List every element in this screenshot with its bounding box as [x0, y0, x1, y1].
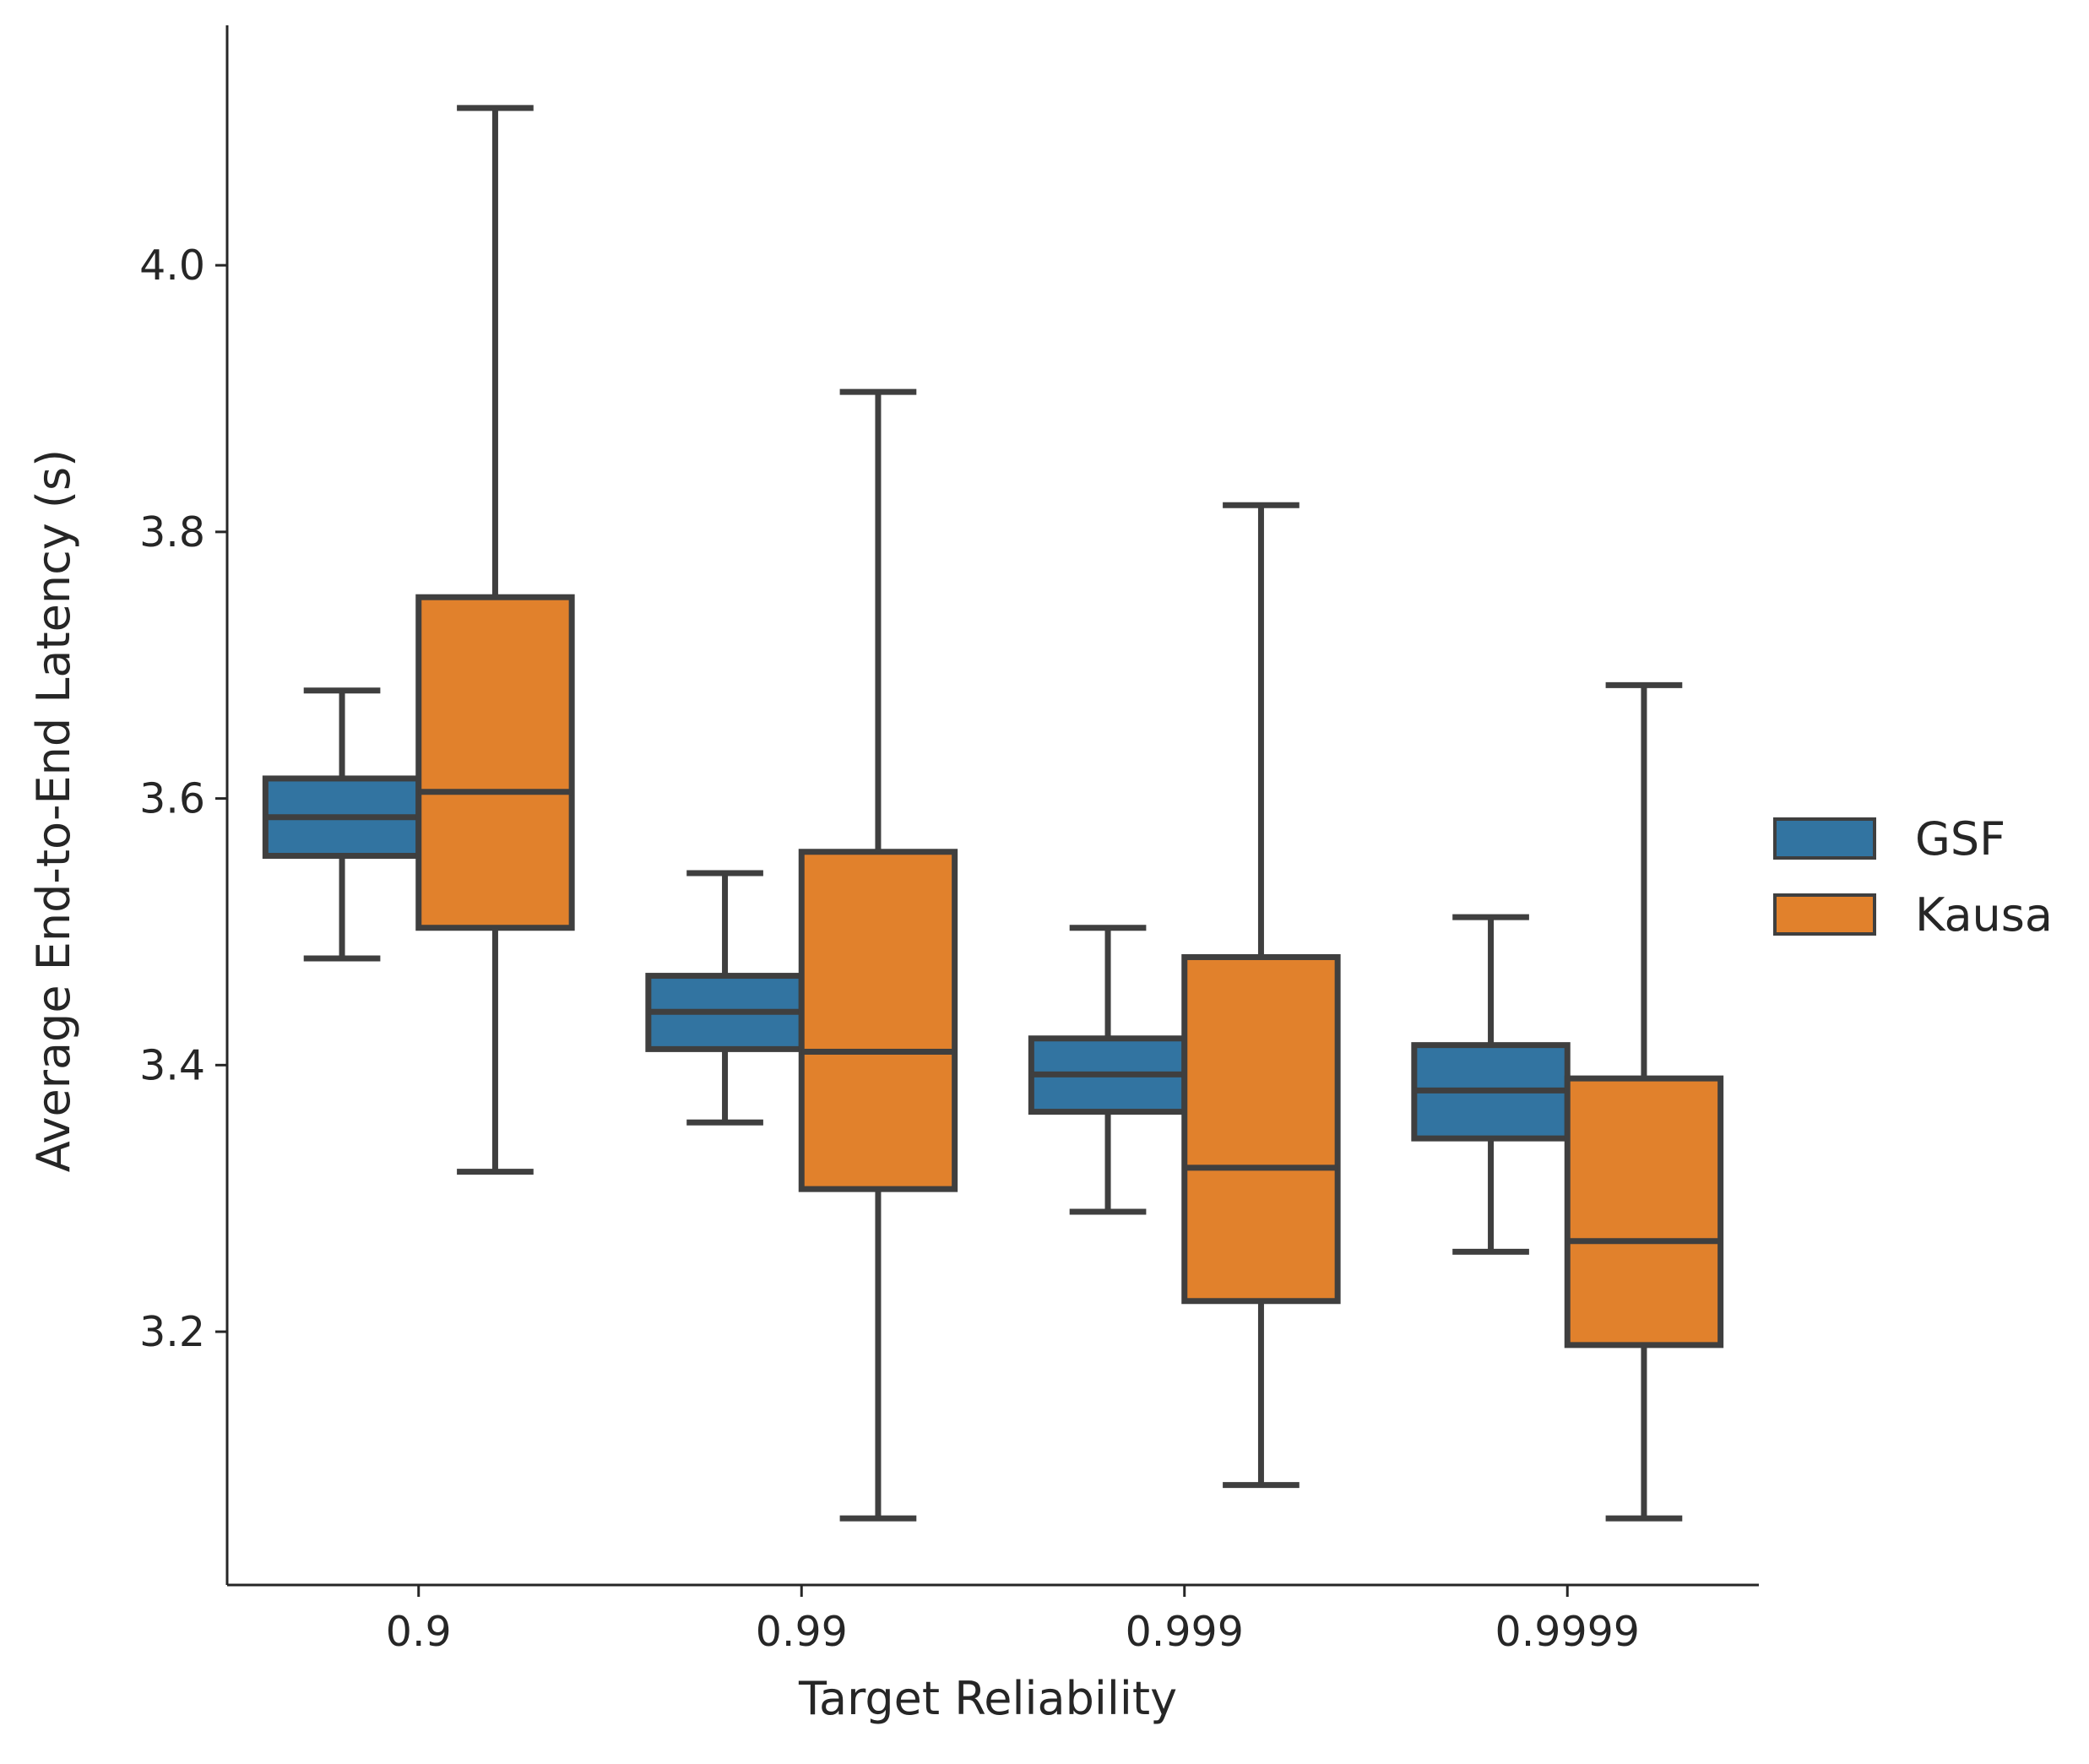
y-tick-label: 3.2 — [139, 1308, 205, 1356]
box-group — [262, 105, 1724, 1522]
box-kausa-1 — [798, 388, 958, 1522]
x-tick-label: 0.9 — [386, 1608, 452, 1656]
y-tick-label: 4.0 — [139, 242, 205, 290]
iqr-box — [1564, 1075, 1724, 1349]
legend-item-gsf: GSF — [1773, 812, 2005, 866]
x-ticks: 0.9 0.99 0.999 0.9999 — [386, 1585, 1640, 1656]
y-tick-label: 3.6 — [139, 775, 205, 823]
box-gsf-1 — [645, 870, 805, 1126]
legend-swatch — [1773, 893, 1876, 936]
iqr-box — [1181, 953, 1341, 1305]
y-tick-label: 3.8 — [139, 508, 205, 556]
x-tick-label: 0.999 — [1126, 1608, 1244, 1656]
x-tick-label: 0.99 — [756, 1608, 848, 1656]
y-ticks: 3.2 3.4 3.6 3.8 4.0 — [139, 242, 227, 1356]
legend: GSF Kausa — [1773, 812, 2053, 942]
legend-label: Kausa — [1915, 888, 2053, 942]
x-tick-label: 0.9999 — [1495, 1608, 1640, 1656]
box-gsf-0 — [262, 687, 422, 962]
legend-label: GSF — [1915, 812, 2005, 866]
box-kausa-0 — [415, 105, 575, 1175]
legend-item-kausa: Kausa — [1773, 888, 2053, 942]
box-gsf-3 — [1411, 914, 1571, 1255]
axes — [225, 25, 1759, 1587]
y-axis-label: Average End-to-End Latency (s) — [27, 449, 80, 1172]
box-kausa-2 — [1181, 502, 1341, 1489]
y-tick-label: 3.4 — [139, 1041, 205, 1089]
iqr-box — [798, 849, 958, 1192]
legend-swatch — [1773, 817, 1876, 860]
box-kausa-3 — [1564, 681, 1724, 1522]
box-gsf-2 — [1028, 925, 1188, 1215]
x-axis-label: Target Reliability — [798, 1672, 1177, 1725]
iqr-box — [415, 594, 575, 931]
